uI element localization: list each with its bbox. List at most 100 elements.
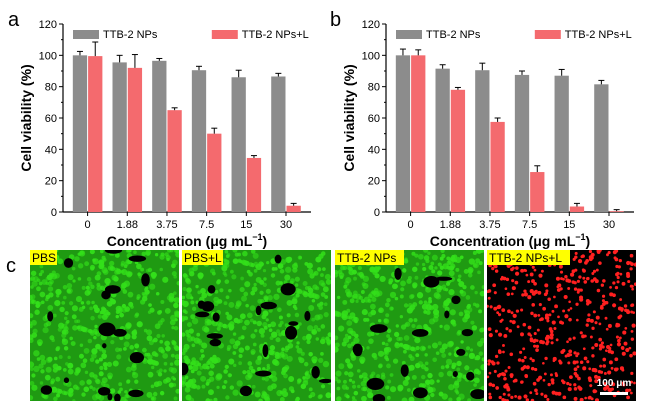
live-cell (59, 306, 65, 313)
dead-cell (602, 279, 606, 283)
live-cell (416, 292, 424, 299)
live-cell (87, 338, 93, 344)
live-cell (262, 268, 267, 273)
dead-cell (578, 288, 582, 292)
dead-cell (603, 371, 607, 375)
dead-cell (569, 307, 573, 310)
dead-cell (534, 367, 538, 372)
live-cell (228, 358, 235, 365)
live-cell (154, 253, 159, 257)
dead-cell (557, 283, 562, 288)
live-cell (320, 384, 326, 389)
live-cell (146, 329, 153, 336)
y-tick-label: 100 (362, 50, 380, 62)
live-cell (229, 338, 236, 345)
live-cell (407, 275, 412, 280)
live-cell (174, 354, 179, 360)
live-cell (361, 395, 367, 401)
dead-cell (627, 279, 631, 284)
dead-cell (589, 335, 593, 339)
live-cell (250, 290, 256, 296)
live-cell (209, 363, 215, 369)
live-cell (403, 335, 410, 341)
live-cell (30, 276, 36, 281)
live-cell (151, 365, 155, 370)
live-cell (423, 255, 430, 261)
live-cell (471, 325, 478, 331)
dead-cell (628, 346, 632, 350)
live-cell (109, 388, 116, 394)
live-cell (134, 379, 139, 384)
live-cell (216, 374, 223, 380)
dead-cell (488, 392, 492, 396)
live-cell (458, 311, 464, 317)
live-cell (134, 343, 140, 349)
dead-cell (506, 292, 511, 297)
empty-region (201, 301, 215, 312)
y-tick-label: 80 (45, 82, 57, 94)
live-cell (224, 364, 229, 370)
live-cell (445, 298, 452, 304)
live-cell (462, 285, 467, 290)
dead-cell (519, 350, 523, 354)
live-cell (83, 347, 90, 354)
dead-cell (621, 381, 625, 385)
dead-cell (582, 366, 587, 371)
bar-ttb2-nps (191, 70, 207, 212)
dead-cell (630, 329, 634, 333)
legend-label-ttb2-nps: TTB-2 NPs (426, 29, 481, 41)
live-cell (366, 388, 373, 394)
live-cell (32, 328, 38, 334)
live-cell (315, 337, 320, 341)
live-cell (224, 250, 229, 254)
dead-cell (575, 318, 579, 322)
x-axis-label-sup: −1 (252, 232, 262, 242)
live-cell (156, 333, 161, 339)
live-cell (221, 385, 226, 390)
live-cell (118, 382, 123, 387)
live-cell (253, 269, 258, 273)
live-cell (66, 282, 73, 289)
live-cell (346, 291, 353, 298)
live-cell (302, 335, 307, 341)
dead-cell (595, 268, 599, 272)
dead-cell (582, 276, 586, 280)
micrograph-ttb-2-nps (335, 250, 484, 401)
live-cell (94, 274, 101, 281)
live-cell (122, 289, 128, 294)
dead-cell (521, 293, 525, 297)
dead-cell (510, 311, 514, 315)
live-cell (214, 289, 219, 294)
live-cell (114, 252, 120, 258)
live-cell (307, 287, 314, 294)
live-cell (275, 337, 281, 343)
live-cell (451, 364, 456, 369)
dead-cell (488, 382, 493, 387)
live-cell (264, 376, 269, 382)
live-cell (250, 250, 256, 254)
live-cell (335, 346, 339, 353)
empty-region (128, 389, 144, 398)
live-cell (435, 351, 440, 355)
y-tick-label: 40 (45, 144, 57, 156)
live-cell (232, 258, 239, 265)
micrograph-tag-background (182, 250, 223, 265)
live-cell (403, 349, 407, 354)
dead-cell (576, 365, 580, 369)
live-cell (163, 369, 167, 373)
live-cell (381, 341, 386, 346)
dead-cell (559, 287, 563, 291)
live-cell (321, 336, 326, 341)
live-cell (391, 283, 398, 290)
dead-cell (488, 395, 493, 400)
dead-cell (554, 304, 558, 309)
legend-swatch-ttb2-nps (73, 30, 99, 39)
live-cell (201, 292, 208, 299)
dead-cell (488, 333, 493, 338)
dead-cell (523, 292, 528, 297)
dead-cell (570, 272, 575, 277)
live-cell (457, 274, 462, 278)
live-cell (130, 305, 134, 309)
live-cell (262, 367, 266, 371)
live-cell (427, 345, 432, 349)
